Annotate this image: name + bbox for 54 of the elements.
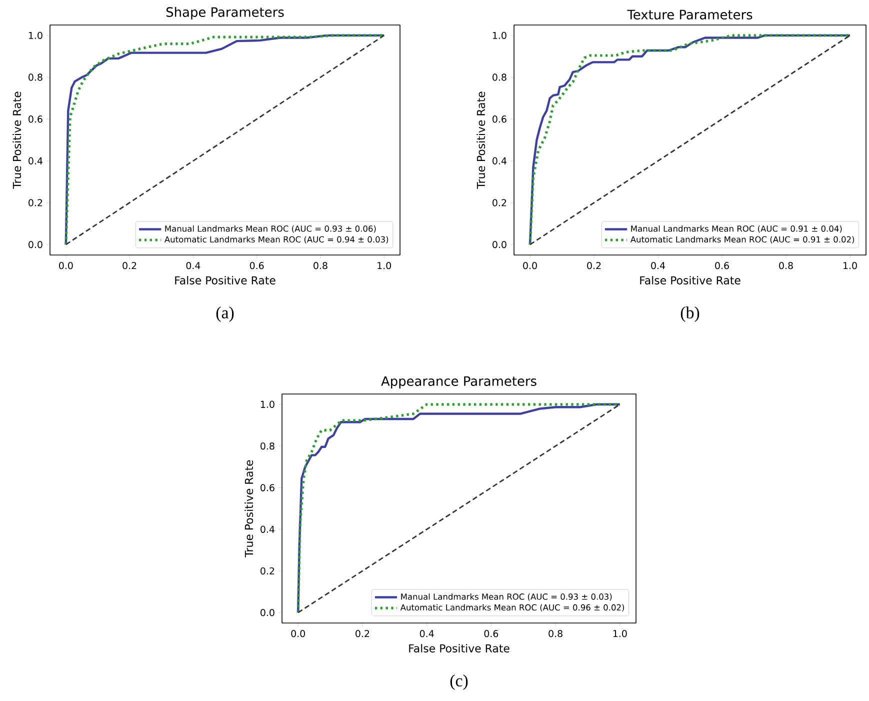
y-tick-label: 0.6 xyxy=(492,115,506,123)
y-tick-label: 0.0 xyxy=(28,240,42,248)
chart-title: Shape Parameters xyxy=(166,6,284,20)
legend-label: Automatic Landmarks Mean ROC (AUC = 0.91 ± 0.02) xyxy=(630,236,854,244)
y-tick-label: 0.2 xyxy=(260,567,274,575)
x-tick-label: 0.8 xyxy=(779,262,793,270)
y-tick-label: 1.0 xyxy=(28,32,42,40)
x-tick-label: 0.6 xyxy=(250,262,264,270)
y-tick-label: 1.0 xyxy=(492,32,506,40)
x-tick-label: 0.0 xyxy=(59,262,73,270)
x-tick-label: 0.6 xyxy=(715,262,729,270)
y-tick-label: 0.4 xyxy=(260,526,274,533)
x-tick-label: 0.4 xyxy=(651,262,666,270)
legend-label: Manual Landmarks Mean ROC (AUC = 0.93 ± 0.03) xyxy=(401,593,612,601)
x-tick-label: 0.8 xyxy=(314,262,328,270)
y-tick-label: 0.8 xyxy=(260,442,274,450)
y-tick-label: 0.2 xyxy=(492,199,506,206)
legend-label: Manual Landmarks Mean ROC (AUC = 0.93 ± 0.06) xyxy=(165,225,376,233)
x-tick-label: 0.4 xyxy=(186,262,200,270)
x-axis-title: False Positive Rate xyxy=(175,276,276,284)
x-tick-label: 1.0 xyxy=(613,630,627,638)
x-tick-label: 0.4 xyxy=(420,630,434,638)
chart-title: Texture Parameters xyxy=(627,10,752,20)
y-axis-title: True Positive Rate xyxy=(476,92,486,189)
x-tick-label: 1.0 xyxy=(844,262,857,270)
x-tick-label: 0.2 xyxy=(122,262,136,270)
text: (c) xyxy=(450,674,468,690)
y-axis-title: True Positive Rate xyxy=(244,460,254,558)
y-tick-label: 0.8 xyxy=(28,74,42,81)
y-tick-label: 0.0 xyxy=(260,608,274,616)
y-tick-label: 0.4 xyxy=(28,157,42,164)
chart-title: Appearance Parameters xyxy=(381,376,536,388)
legend-label: Automatic Landmarks Mean ROC (AUC = 0.96 ± 0.02) xyxy=(400,604,624,612)
y-axis-title: True Positive Rate xyxy=(12,92,22,189)
y-tick-label: 1.0 xyxy=(260,400,274,408)
x-tick-label: 1.0 xyxy=(378,262,391,270)
x-tick-label: 0.2 xyxy=(356,630,370,638)
text: (a) xyxy=(216,306,234,322)
x-axis-title: False Positive Rate xyxy=(640,276,740,284)
y-tick-label: 0.0 xyxy=(492,240,506,248)
y-tick-label: 0.8 xyxy=(492,74,506,81)
y-tick-label: 0.6 xyxy=(260,484,274,492)
text: (b) xyxy=(680,306,700,322)
y-tick-label: 0.6 xyxy=(28,115,42,123)
y-tick-label: 0.2 xyxy=(28,199,42,206)
x-tick-label: 0.2 xyxy=(587,262,601,270)
x-tick-label: 0.6 xyxy=(484,630,498,638)
y-tick-label: 0.4 xyxy=(492,157,506,164)
legend-label: Manual Landmarks Mean ROC (AUC = 0.91 ± 0.04) xyxy=(631,225,842,233)
legend-label: Automatic Landmarks Mean ROC (AUC = 0.94 ± 0.03) xyxy=(164,236,388,244)
x-tick-label: 0.8 xyxy=(548,630,562,638)
x-tick-label: 0.0 xyxy=(523,262,537,270)
x-tick-label: 0.0 xyxy=(291,630,305,638)
x-axis-title: False Positive Rate xyxy=(409,644,510,652)
